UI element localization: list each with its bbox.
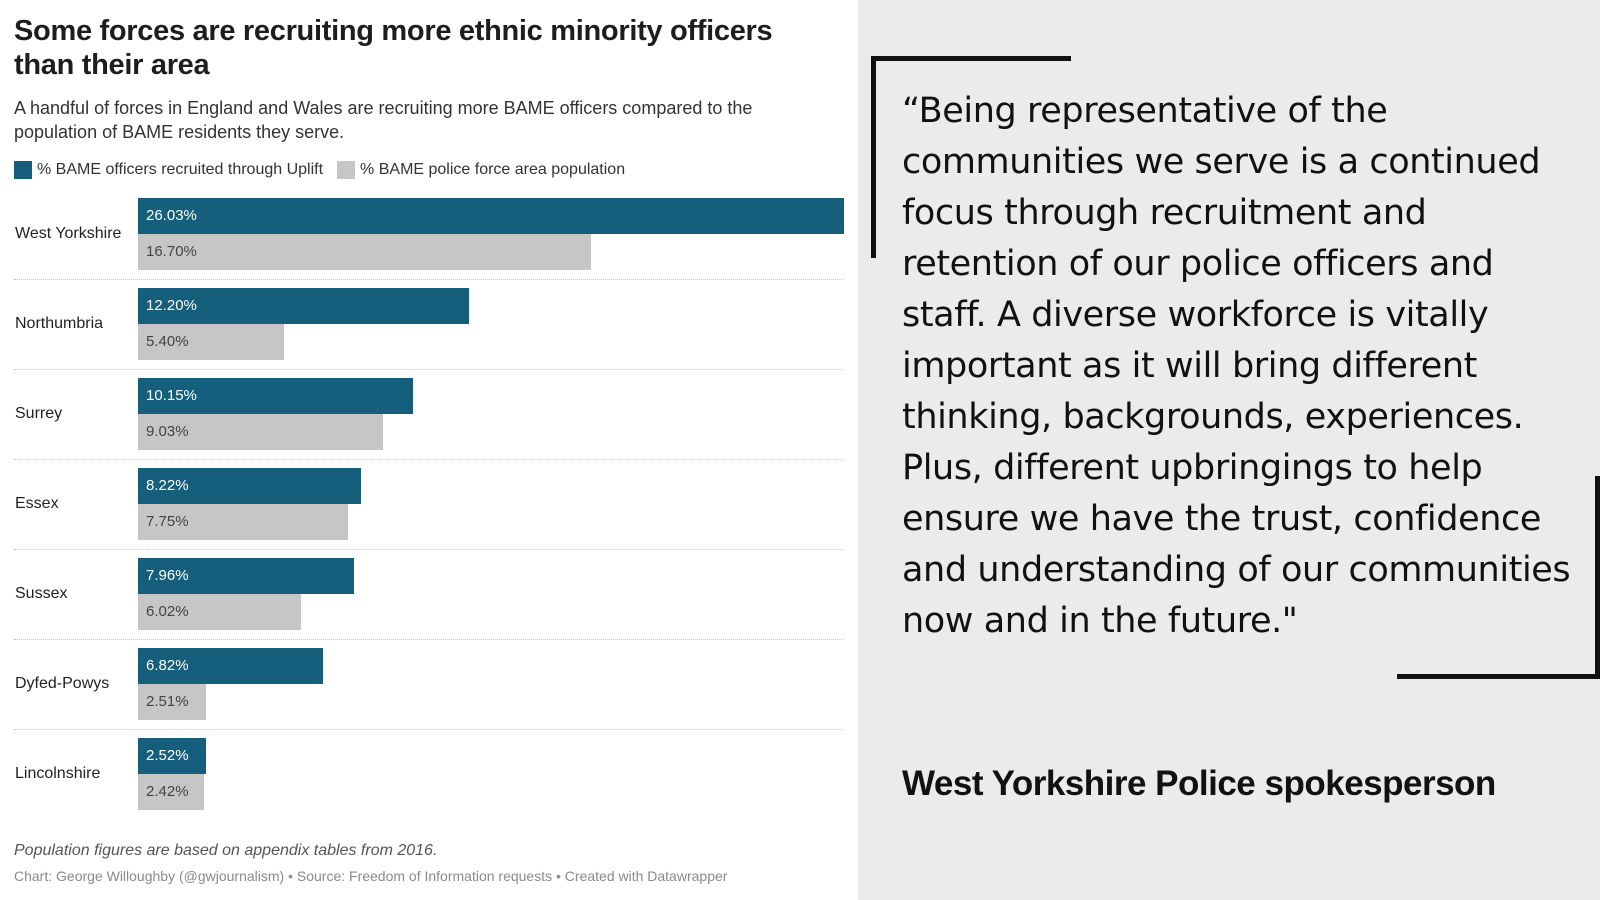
- quote-bracket-top: [871, 56, 1071, 61]
- quote-bracket-bottom-side: [1595, 476, 1600, 679]
- bar-population: 5.40%: [138, 324, 285, 360]
- chart-credit: Chart: George Willoughby (@gwjournalism)…: [14, 868, 728, 884]
- bar-uplift: 7.96%: [138, 558, 354, 594]
- bar-value-label: 7.96%: [146, 567, 189, 584]
- category-label: Lincolnshire: [15, 765, 101, 782]
- category-label: Essex: [15, 495, 59, 512]
- group-separator: [14, 639, 844, 640]
- group-separator: [14, 549, 844, 550]
- bar-value-label: 6.82%: [146, 657, 189, 674]
- bar-value-label: 2.51%: [146, 693, 189, 710]
- bar-population: 2.51%: [138, 684, 207, 720]
- bar-uplift: 26.03%: [138, 198, 844, 234]
- bar-population: 7.75%: [138, 504, 349, 540]
- category-label: Sussex: [15, 585, 68, 602]
- bar-value-label: 26.03%: [146, 207, 197, 224]
- bar-population: 16.70%: [138, 234, 591, 270]
- bar-value-label: 10.15%: [146, 387, 197, 404]
- group-separator: [14, 279, 844, 280]
- bar-uplift: 12.20%: [138, 288, 469, 324]
- quote-bracket-top-side: [871, 56, 876, 258]
- category-label: Surrey: [15, 405, 63, 422]
- legend-item-population: % BAME police force area population: [337, 161, 625, 179]
- bar-uplift: 8.22%: [138, 468, 361, 504]
- bar-population: 2.42%: [138, 774, 204, 810]
- bar-uplift: 2.52%: [138, 738, 207, 774]
- category-label: Northumbria: [15, 315, 104, 332]
- bar-uplift: 6.82%: [138, 648, 323, 684]
- bar-uplift: 10.15%: [138, 378, 414, 414]
- legend-label-population: % BAME police force area population: [360, 161, 626, 178]
- chart-panel: Some forces are recruiting more ethnic m…: [14, 15, 844, 884]
- chart-subtitle: A handful of forces in England and Wales…: [14, 98, 753, 142]
- bar-value-label: 6.02%: [146, 603, 189, 620]
- bar-value-label: 2.52%: [146, 747, 189, 764]
- group-separator: [14, 369, 844, 370]
- category-label: West Yorkshire: [15, 225, 122, 242]
- group-separator: [14, 459, 844, 460]
- bar-value-label: 16.70%: [146, 243, 197, 260]
- bar-value-label: 9.03%: [146, 423, 189, 440]
- quote-text: “Being representative of the communities…: [902, 91, 1571, 641]
- bar-value-label: 12.20%: [146, 297, 197, 314]
- chart-legend: % BAME officers recruited through Uplift…: [14, 160, 639, 180]
- legend-label-uplift: % BAME officers recruited through Uplift: [37, 161, 324, 178]
- bar-population: 6.02%: [138, 594, 302, 630]
- legend-swatch-uplift: [14, 161, 32, 179]
- quote-attribution: West Yorkshire Police spokesperson: [902, 764, 1496, 803]
- chart-title: Some forces are recruiting more ethnic m…: [14, 15, 773, 81]
- quote-bracket-bottom: [1397, 674, 1600, 679]
- category-label: Dyfed-Powys: [15, 675, 110, 692]
- chart-note: Population figures are based on appendix…: [14, 842, 438, 859]
- bar-value-label: 7.75%: [146, 513, 189, 530]
- quote-panel: [858, 0, 1600, 900]
- group-separator: [14, 729, 844, 730]
- legend-item-uplift: % BAME officers recruited through Uplift: [14, 161, 323, 179]
- bar-population: 9.03%: [138, 414, 383, 450]
- bar-chart-area: West Yorkshire 26.03% 16.70% Northumbria 12.…: [14, 198, 844, 810]
- bar-value-label: 8.22%: [146, 477, 189, 494]
- bar-value-label: 2.42%: [146, 783, 189, 800]
- bar-value-label: 5.40%: [146, 333, 189, 350]
- legend-swatch-population: [337, 161, 356, 179]
